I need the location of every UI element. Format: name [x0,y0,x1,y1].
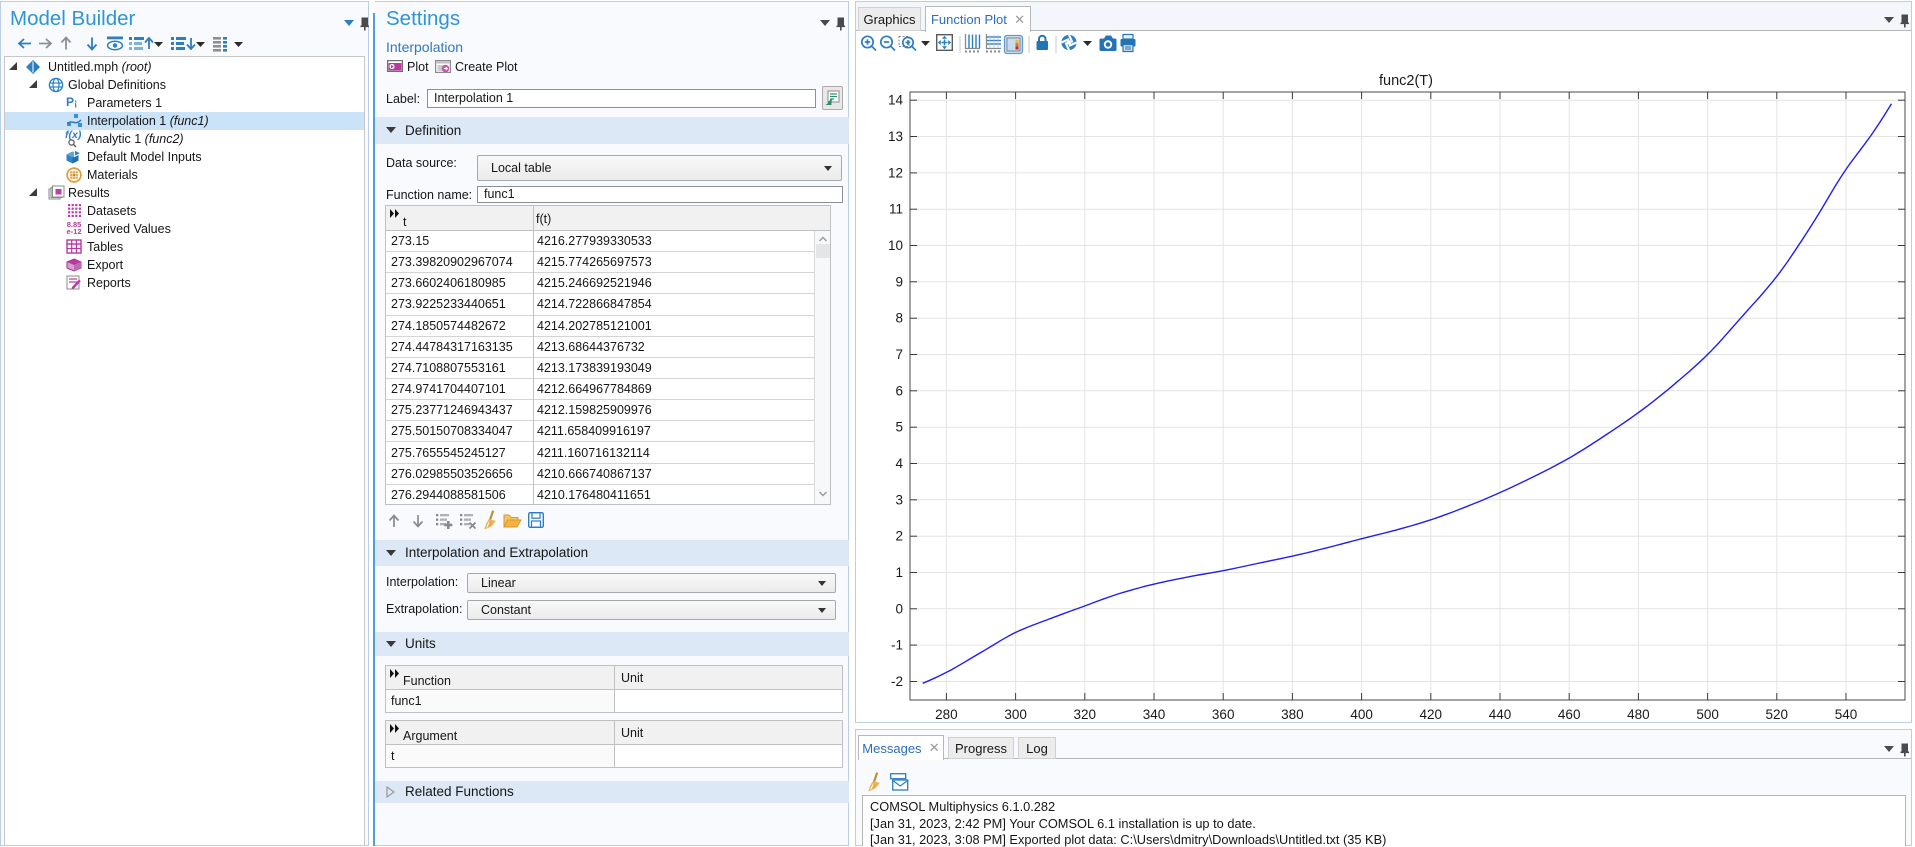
svg-text:12: 12 [888,165,903,180]
svg-text:0: 0 [895,601,903,616]
svg-text:440: 440 [1489,707,1512,722]
svg-text:4: 4 [895,456,903,471]
svg-text:360: 360 [1212,707,1235,722]
svg-text:10: 10 [888,238,903,253]
svg-text:3: 3 [895,492,903,507]
svg-text:-1: -1 [891,638,903,653]
svg-text:520: 520 [1766,707,1789,722]
svg-text:14: 14 [888,93,904,108]
svg-text:6: 6 [895,383,903,398]
svg-text:280: 280 [935,707,958,722]
svg-text:380: 380 [1281,707,1304,722]
svg-text:540: 540 [1835,707,1858,722]
svg-text:400: 400 [1350,707,1373,722]
svg-text:5: 5 [895,420,903,435]
svg-text:11: 11 [889,202,903,217]
svg-text:13: 13 [888,129,903,144]
svg-text:500: 500 [1696,707,1719,722]
svg-text:480: 480 [1627,707,1650,722]
svg-text:300: 300 [1004,707,1027,722]
svg-text:9: 9 [895,274,903,289]
svg-text:-2: -2 [891,674,903,689]
svg-text:func2(T): func2(T) [1379,73,1433,89]
svg-text:420: 420 [1420,707,1443,722]
svg-text:2: 2 [895,529,903,544]
svg-text:7: 7 [895,347,903,362]
svg-text:340: 340 [1143,707,1166,722]
svg-text:320: 320 [1074,707,1097,722]
svg-text:8: 8 [895,311,903,326]
svg-text:1: 1 [895,565,903,580]
svg-text:460: 460 [1558,707,1581,722]
